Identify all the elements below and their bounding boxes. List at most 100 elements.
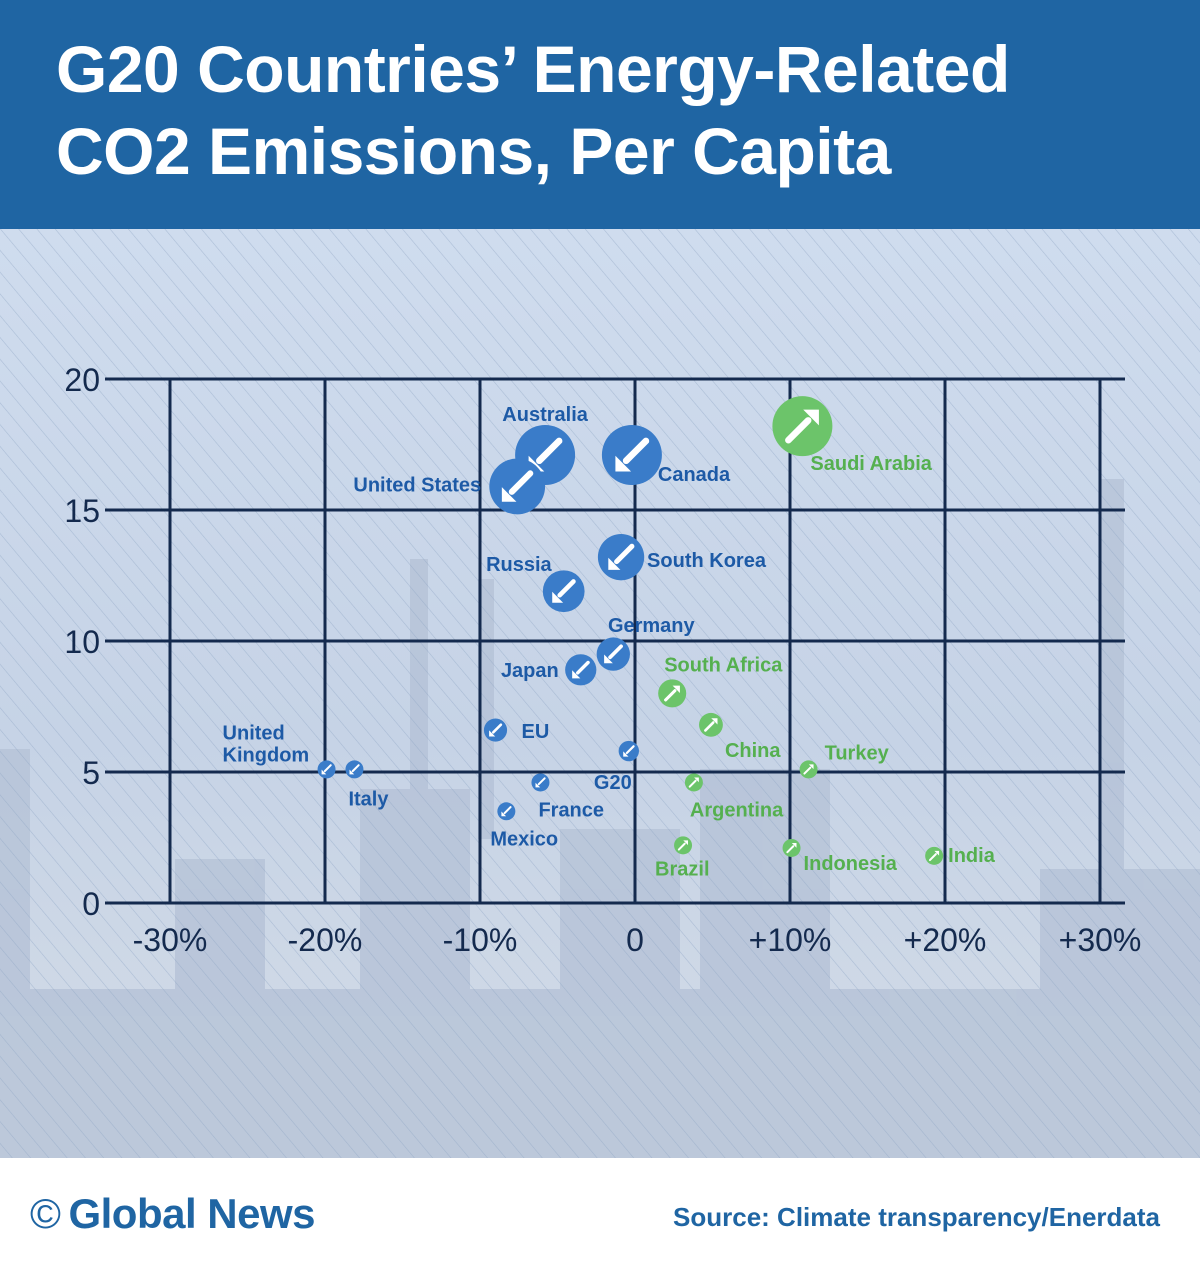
arrow-down-left-icon bbox=[614, 543, 635, 565]
point-germany: Germany bbox=[596, 615, 696, 671]
point-saudi-arabia: Saudi Arabia bbox=[772, 396, 933, 475]
arrowhead-down-icon bbox=[501, 811, 507, 817]
arrowhead-down-icon bbox=[349, 769, 355, 775]
x-tick-label: +10% bbox=[749, 922, 832, 958]
brand-name: Global News bbox=[68, 1190, 316, 1237]
arrow-down-left-icon bbox=[491, 723, 503, 734]
x-tick-label: -30% bbox=[133, 922, 208, 958]
point-mexico: Mexico bbox=[490, 802, 558, 850]
arrowhead-down-icon bbox=[535, 782, 541, 788]
arrowhead-down-icon bbox=[608, 557, 621, 570]
point-label-france: France bbox=[538, 799, 604, 821]
arrow-down-left-icon bbox=[622, 437, 650, 465]
point-france: France bbox=[531, 773, 604, 821]
point-brazil: Brazil bbox=[655, 836, 710, 880]
arrowhead-down-icon bbox=[501, 487, 517, 502]
arrow-down-left-icon bbox=[503, 806, 512, 815]
header-banner: G20 Countries’ Energy-Related CO2 Emissi… bbox=[0, 0, 1200, 229]
point-label-saudi-arabia: Saudi Arabia bbox=[810, 453, 932, 475]
arrowhead-up-icon bbox=[791, 843, 797, 848]
point-g20: G20 bbox=[594, 740, 639, 794]
arrowhead-up-icon bbox=[808, 764, 814, 770]
point-japan: Japan bbox=[501, 654, 597, 686]
x-tick-label: +30% bbox=[1059, 922, 1142, 958]
point-label-brazil: Brazil bbox=[655, 858, 709, 880]
point-label-italy: Italy bbox=[348, 788, 389, 810]
arrow-up-right-icon bbox=[786, 845, 795, 854]
point-canada: Canada bbox=[601, 424, 731, 486]
point-united-kingdom: United Kingdom bbox=[223, 722, 336, 779]
point-indonesia: Indonesia bbox=[782, 838, 898, 875]
hatch-overlay bbox=[0, 229, 1200, 1158]
arrowhead-up-icon bbox=[803, 409, 819, 426]
label-line-1: United bbox=[223, 722, 285, 744]
y-tick-label: 20 bbox=[64, 362, 100, 398]
point-china: China bbox=[699, 712, 781, 762]
point-south-africa: South Africa bbox=[658, 654, 783, 708]
y-tick-label: 15 bbox=[64, 493, 100, 529]
grid bbox=[105, 377, 1125, 905]
point-eu: EU bbox=[483, 718, 550, 743]
point-label-south-africa: South Africa bbox=[664, 654, 783, 676]
arrow-up-right-icon bbox=[785, 417, 812, 444]
label-line-2: Kingdom bbox=[223, 744, 310, 766]
y-tick-label: 5 bbox=[82, 755, 100, 791]
data-points: Australia Canada United States Saudi Arabia… bbox=[223, 396, 996, 880]
arrowhead-up-icon bbox=[711, 718, 718, 725]
point-argentina: Argentina bbox=[684, 773, 784, 821]
footer: © Global News Source: Climate transparenc… bbox=[0, 1158, 1200, 1270]
point-label-indonesia: Indonesia bbox=[804, 853, 898, 875]
arrow-down-left-icon bbox=[557, 579, 576, 598]
x-tick-label: -10% bbox=[443, 922, 518, 958]
source-credit: Source: Climate transparency/Enerdata bbox=[673, 1202, 1160, 1232]
axis-labels: 0 5 10 15 20 -30% -20% -10% 0 +10% +20% +30% bbox=[64, 362, 1141, 958]
point-label-russia: Russia bbox=[486, 554, 552, 576]
arrowhead-down-icon bbox=[572, 670, 581, 679]
point-south-korea: South Korea bbox=[597, 534, 767, 581]
arrow-up-right-icon bbox=[688, 779, 697, 788]
arrow-up-right-icon bbox=[928, 853, 937, 862]
arrowhead-up-icon bbox=[934, 850, 940, 856]
copyright-symbol: © bbox=[30, 1190, 61, 1237]
point-label-japan: Japan bbox=[501, 660, 559, 682]
arrowhead-down-icon bbox=[552, 591, 564, 603]
arrow-down-left-icon bbox=[536, 437, 563, 465]
point-label-eu: EU bbox=[522, 721, 550, 743]
arrow-up-right-icon bbox=[664, 689, 677, 702]
arrow-down-left-icon bbox=[608, 644, 623, 660]
point-label-g20: G20 bbox=[594, 772, 632, 794]
arrow-down-left-icon bbox=[508, 470, 534, 495]
y-tick-label: 0 bbox=[82, 886, 100, 922]
arrow-up-right-icon bbox=[803, 766, 812, 775]
arrowhead-up-icon bbox=[672, 685, 680, 694]
chart-area: 0 5 10 15 20 -30% -20% -10% 0 +10% +20% +30% Austra… bbox=[0, 229, 1200, 1158]
arrow-down-left-icon bbox=[537, 777, 546, 786]
point-label-united-states: United States bbox=[353, 474, 481, 496]
point-label-germany: Germany bbox=[608, 615, 696, 637]
arrow-down-left-icon bbox=[576, 660, 590, 675]
arrowhead-down-icon bbox=[321, 769, 327, 775]
point-turkey: Turkey bbox=[799, 742, 890, 779]
point-russia: Russia bbox=[486, 554, 585, 613]
arrowhead-down-icon bbox=[489, 730, 496, 737]
arrowhead-up-icon bbox=[683, 840, 688, 846]
x-tick-label: +20% bbox=[904, 922, 987, 958]
arrowhead-down-icon bbox=[604, 654, 613, 664]
chart-title: G20 Countries’ Energy-Related CO2 Emissi… bbox=[56, 32, 1010, 188]
point-label-argentina: Argentina bbox=[690, 799, 784, 821]
arrow-down-left-icon bbox=[351, 764, 360, 773]
point-label-united-kingdom: United Kingdom bbox=[223, 722, 310, 766]
y-tick-label: 10 bbox=[64, 624, 100, 660]
point-label-canada: Canada bbox=[658, 464, 731, 486]
point-united-states: United States bbox=[353, 458, 546, 515]
arrow-down-left-icon bbox=[323, 764, 332, 773]
point-italy: Italy bbox=[345, 760, 389, 810]
arrowhead-down-icon bbox=[623, 751, 629, 757]
point-label-mexico: Mexico bbox=[490, 828, 558, 850]
point-label-china: China bbox=[725, 740, 781, 762]
arrow-down-left-icon bbox=[625, 745, 635, 755]
point-label-india: India bbox=[948, 845, 996, 867]
point-label-south-korea: South Korea bbox=[647, 550, 767, 572]
point-label-turkey: Turkey bbox=[825, 742, 890, 764]
arrowhead-up-icon bbox=[694, 777, 699, 783]
